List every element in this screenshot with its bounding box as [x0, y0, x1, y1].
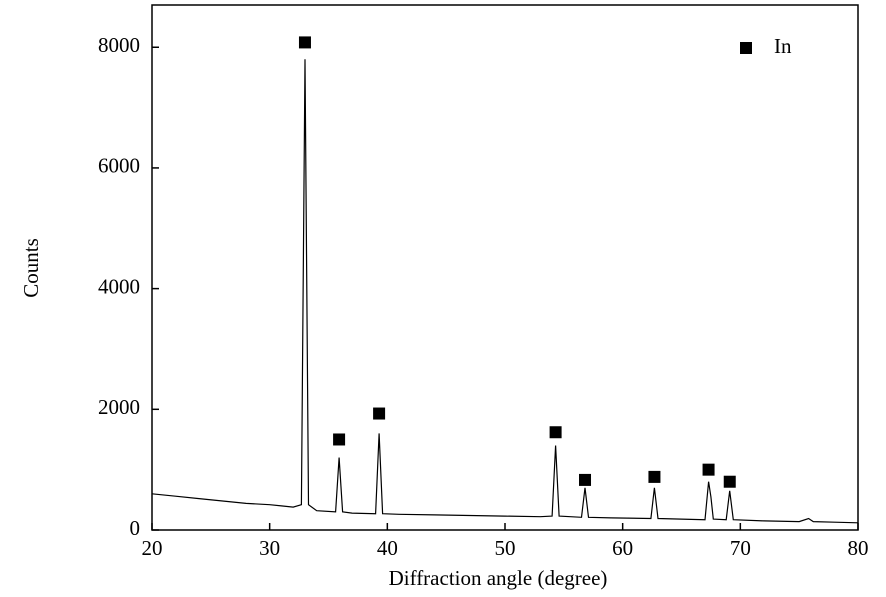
peak-marker	[373, 407, 386, 420]
plot-frame	[151, 4, 859, 531]
xrd-line	[151, 59, 859, 524]
x-tick-label: 20	[142, 536, 163, 560]
legend-label: In	[774, 34, 792, 58]
legend-marker	[740, 42, 752, 54]
peak-marker	[702, 463, 715, 476]
peak-marker	[549, 426, 562, 439]
x-tick-label: 60	[612, 536, 633, 560]
peak-marker	[298, 36, 311, 49]
peak-marker	[579, 473, 592, 486]
y-tick-label: 4000	[98, 274, 140, 298]
x-tick-label: 50	[495, 536, 516, 560]
x-tick-label: 40	[377, 536, 398, 560]
y-tick-label: 0	[130, 516, 141, 540]
peak-marker	[333, 433, 346, 446]
y-tick-label: 6000	[98, 154, 140, 178]
x-tick-label: 80	[848, 536, 869, 560]
x-axis-title: Diffraction angle (degree)	[389, 566, 608, 590]
y-tick-label: 2000	[98, 395, 140, 419]
y-axis-title: Counts	[19, 238, 43, 298]
x-tick-label: 30	[259, 536, 280, 560]
x-tick-label: 70	[730, 536, 751, 560]
peak-marker	[648, 470, 661, 483]
y-tick-label: 8000	[98, 33, 140, 57]
peak-marker	[723, 475, 736, 488]
